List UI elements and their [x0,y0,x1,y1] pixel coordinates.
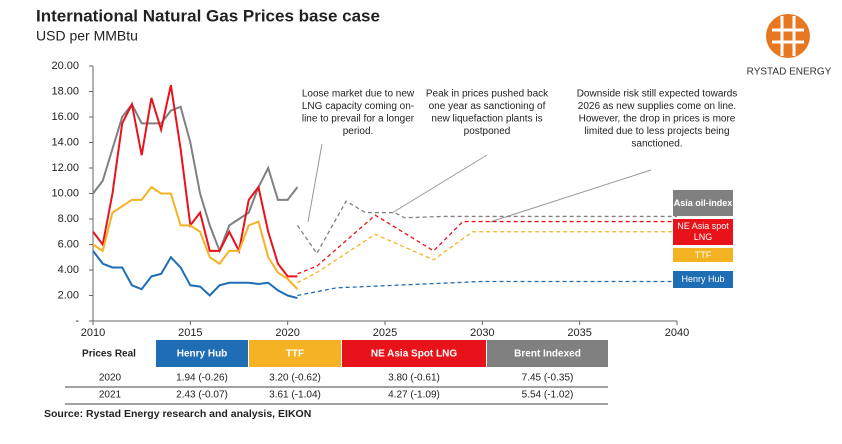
table-cell: 1.94 (-0.26) [176,373,228,384]
table-cell: 2020 [99,373,122,384]
legend-entry: Asia oil-index [673,190,733,216]
forecast-line [297,214,677,275]
annotation: However, the drop in prices is more [579,114,736,125]
annotation: period. [343,126,374,137]
table-cell: 3.80 (-0.61) [388,373,440,384]
annotation: new liquefaction plants is [431,114,542,125]
table-header: Prices Real [82,349,136,360]
table-cell: 2.43 (-0.07) [176,390,228,401]
table-header-cell [342,340,486,367]
annotation: LNG capacity coming on- [302,101,414,112]
logo-text: RYSTAD ENERGY [747,67,832,78]
annotation: Downside risk still expected towards [577,89,738,100]
table-header-cell [249,340,341,367]
x-tick-label: 2015 [178,327,202,339]
y-tick-label: 18.00 [51,85,79,97]
forecast-line [296,200,677,255]
x-tick-label: 2035 [567,327,591,339]
annotation: line to prevail for a longer [302,114,415,125]
y-tick-label: 12.00 [51,162,79,174]
annotation: postponed [464,126,511,137]
title: International Natural Gas Prices base ca… [36,6,380,25]
annotation: Peak in prices pushed back [426,89,549,100]
subtitle: USD per MMBtu [36,28,138,44]
legend-entry: TTF [673,248,733,262]
y-tick-label: 10.00 [51,187,79,199]
forecast-line [297,231,677,284]
series-line [92,185,299,290]
legend-entry: Henry Hub [673,271,733,288]
y-tick-label: 4.00 [58,264,79,276]
y-tick-label: 8.00 [58,213,79,225]
table-cell: 7.45 (-0.35) [522,373,574,384]
table-cell: 3.20 (-0.62) [269,373,321,384]
forecast-line [297,280,677,297]
y-tick-label: 6.00 [58,238,79,250]
y-tick-label: 16.00 [51,111,79,123]
x-tick-label: 2025 [373,327,397,339]
x-tick-label: 2010 [81,327,105,339]
annotation: sanctioned. [631,139,682,150]
table-header: NE Asia Spot LNG [371,349,458,360]
x-tick-label: 2020 [275,327,299,339]
legend-entry: NE Asia spot LNG [673,219,733,245]
y-tick-label: 2.00 [58,289,79,301]
x-tick-label: 2040 [665,327,689,339]
table-cell: 3.61 (-1.04) [269,390,321,401]
table-header: TTF [286,349,304,360]
annotation-arrows [307,143,652,223]
table-header-cell [487,340,608,367]
source: Source: Rystad Energy research and analy… [44,408,311,420]
series-line [92,102,299,254]
y-tick-label: - [75,315,79,327]
annotation: Loose market due to new [302,89,415,100]
table-header: Brent Indexed [514,349,581,360]
annotation: 2026 as new supplies come on line. [578,101,736,112]
table-header-cell [156,340,248,367]
annotation: one year as sanctioning of [429,101,546,112]
y-tick-label: 20.00 [51,60,79,72]
annotation: limited due to less projects being [584,126,729,137]
y-tick-label: 14.00 [51,136,79,148]
series-line [92,250,298,300]
table-cell: 5.54 (-1.02) [522,390,574,401]
x-tick-label: 2030 [470,327,494,339]
logo-icon [766,14,810,58]
table-header: Henry Hub [177,349,228,360]
table-cell: 2021 [99,390,122,401]
table-cell: 4.27 (-1.09) [388,390,440,401]
series-line [92,84,298,278]
